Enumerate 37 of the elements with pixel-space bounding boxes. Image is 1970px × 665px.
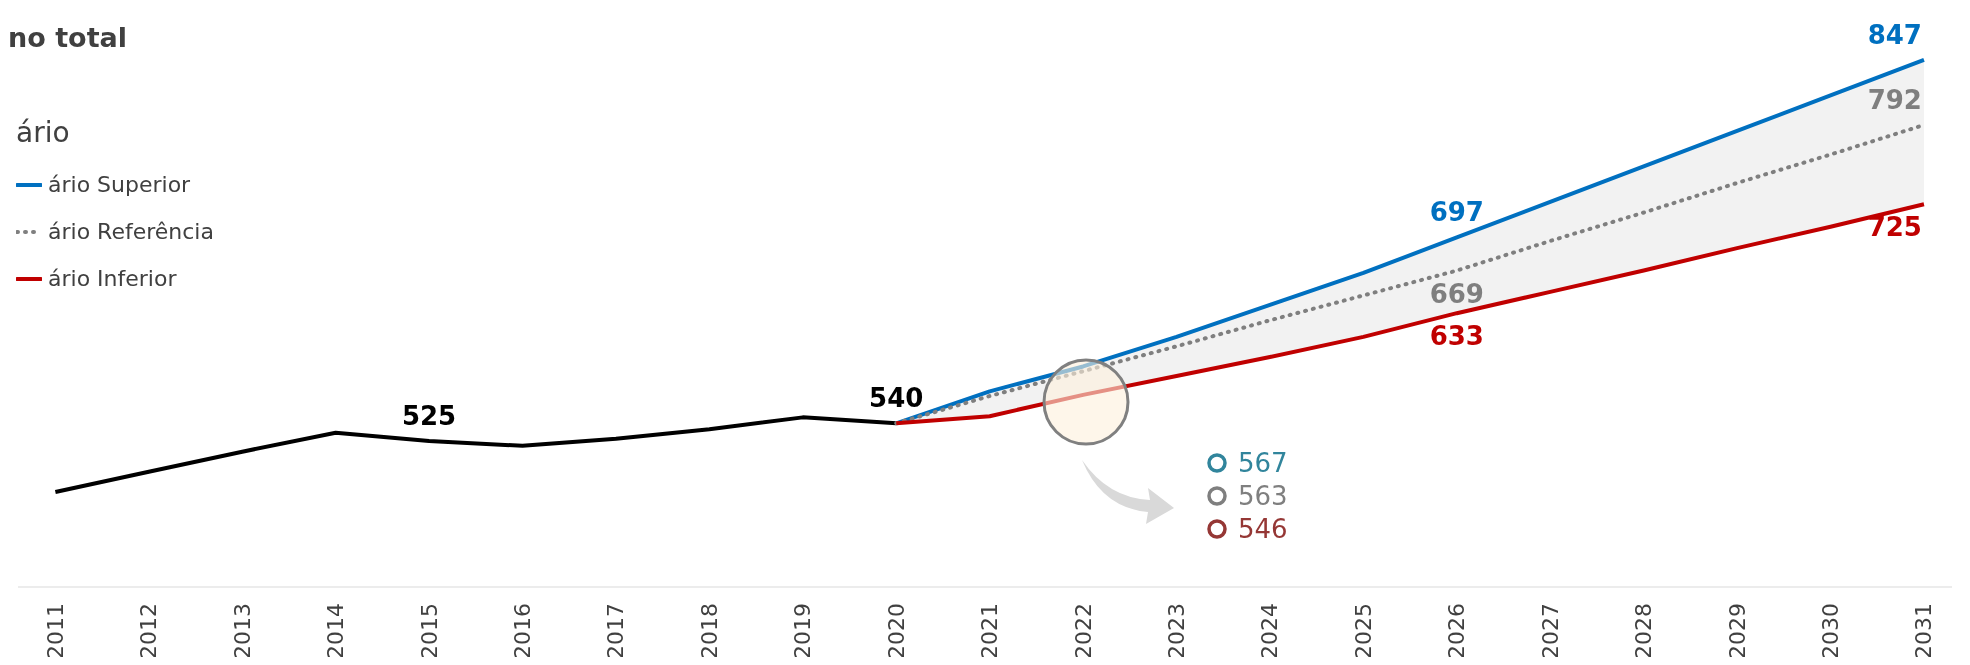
x-tick-label: 2027 bbox=[1537, 603, 1563, 659]
data-label: 633 bbox=[1429, 321, 1484, 352]
legend-label: ário Inferior bbox=[48, 266, 177, 291]
x-tick-label: 2015 bbox=[416, 603, 442, 659]
x-tick-label: 2029 bbox=[1724, 603, 1750, 659]
x-tick-label: 2017 bbox=[603, 603, 629, 659]
data-label: 540 bbox=[869, 383, 924, 414]
x-tick-label: 2028 bbox=[1631, 603, 1657, 659]
x-tick-label: 2023 bbox=[1164, 603, 1190, 659]
x-tick-label: 2021 bbox=[977, 603, 1003, 659]
x-tick-label: 2018 bbox=[696, 603, 722, 659]
x-tick-label: 2024 bbox=[1257, 603, 1283, 659]
x-tick-label: 2011 bbox=[42, 603, 68, 659]
legend-title: ário bbox=[16, 116, 71, 149]
x-tick-label: 2031 bbox=[1911, 603, 1937, 659]
x-tick-label: 2013 bbox=[229, 603, 255, 659]
data-label: 669 bbox=[1429, 278, 1484, 309]
x-tick-label: 2016 bbox=[510, 603, 536, 659]
x-tick-label: 2025 bbox=[1350, 603, 1376, 659]
annotation: 567 bbox=[1238, 448, 1288, 478]
x-tick-label: 2012 bbox=[136, 603, 162, 659]
annotation: 563 bbox=[1238, 481, 1288, 511]
chart-title: no total bbox=[8, 22, 128, 53]
data-label: 792 bbox=[1867, 84, 1922, 115]
legend-label: ário Superior bbox=[48, 172, 191, 197]
data-label: 725 bbox=[1867, 212, 1922, 243]
legend-label: ário Referência bbox=[48, 219, 214, 244]
x-tick-label: 2020 bbox=[883, 603, 909, 659]
x-tick-label: 2014 bbox=[323, 603, 349, 659]
x-tick-label: 2030 bbox=[1818, 603, 1844, 659]
x-tick-label: 2019 bbox=[790, 603, 816, 659]
data-label: 847 bbox=[1867, 19, 1922, 50]
x-tick-label: 2026 bbox=[1444, 603, 1470, 659]
x-tick-label: 2022 bbox=[1070, 603, 1096, 659]
text: 546 bbox=[1238, 514, 1288, 544]
data-label: 697 bbox=[1429, 197, 1484, 228]
data-label: 525 bbox=[401, 401, 457, 432]
